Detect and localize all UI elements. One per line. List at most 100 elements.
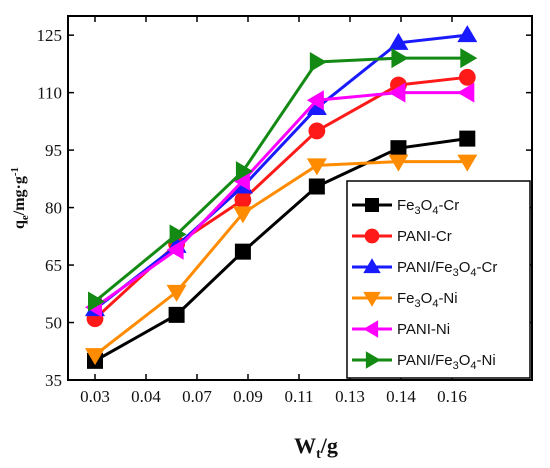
legend-label-part: -Ni (438, 290, 457, 307)
data-point (234, 191, 252, 209)
legend-swatch-marker (365, 351, 381, 369)
data-point (235, 161, 253, 182)
series-1 (87, 130, 476, 369)
data-point (166, 284, 187, 302)
series-layer (85, 25, 478, 369)
data-point (306, 158, 327, 176)
legend-label: PANI/Fe3O4-Ni (397, 352, 496, 372)
series-line (94, 91, 468, 309)
x-axis-label-tail: /g (320, 433, 338, 458)
y-tick-label: 50 (45, 314, 62, 333)
legend-label-part: 3 (453, 267, 459, 279)
legend-swatch-marker (363, 291, 381, 307)
legend-label: Fe3O4-Ni (397, 290, 458, 310)
x-axis-label: Wt/g (294, 433, 338, 462)
data-point (166, 239, 184, 260)
legend-label: PANI-Ni (397, 321, 450, 338)
legend-swatch-marker (365, 198, 379, 212)
legend-label-part: -Cr (438, 197, 459, 214)
legend-label-part: PANI-Ni (397, 321, 450, 338)
legend-label: PANI-Cr (397, 228, 452, 245)
legend-label-part: PANI-Cr (397, 228, 452, 245)
data-point (308, 122, 326, 140)
y-tick-label: 35 (45, 371, 62, 390)
x-tick-label: 0.07 (182, 387, 212, 406)
x-tick-label: 0.16 (437, 387, 467, 406)
data-point (457, 82, 475, 103)
y-axis-label-sup: -1 (9, 167, 21, 176)
legend-label-part: O (459, 259, 471, 276)
data-point (232, 170, 250, 191)
data-point (169, 224, 187, 245)
legend-label-part: O (459, 352, 471, 369)
legend-label-part: 4 (470, 360, 476, 372)
legend-label-part: -Ni (477, 352, 496, 369)
series-line (94, 33, 468, 311)
data-point (460, 48, 478, 69)
legend-label-part: -Cr (477, 259, 498, 276)
legend-label-part: O (421, 197, 433, 214)
y-axis-label-pre: q (11, 220, 28, 229)
legend-label-part: 3 (415, 205, 421, 217)
series-6 (88, 48, 478, 312)
series-line (94, 137, 468, 363)
data-point (457, 154, 478, 172)
legend-label-part: PANI/Fe (397, 259, 453, 276)
legend-swatch-marker (364, 228, 380, 244)
series-3 (85, 25, 478, 317)
data-point (308, 178, 325, 195)
legend-label-part: 4 (470, 267, 476, 279)
series-4 (85, 154, 478, 366)
legend-label-part: Fe (397, 197, 415, 214)
legend-label: Fe3O4-Cr (397, 197, 459, 217)
y-axis-label: qe/mg·g-1 (9, 167, 31, 229)
axis-ticks: 0.03 0.04 0.07 0.09 0.11 0.13 0.14 0.16 35 50 65 80… (37, 16, 532, 406)
legend-label: PANI/Fe3O4-Cr (397, 259, 497, 279)
x-tick-label: 0.13 (335, 387, 365, 406)
data-point (458, 68, 476, 86)
data-point (88, 291, 105, 312)
data-point (234, 243, 251, 260)
y-tick-label: 125 (37, 26, 63, 45)
data-point (168, 306, 185, 323)
legend: Fe3O4-CrPANI-CrPANI/Fe3O4-CrFe3O4-NiPANI… (346, 180, 531, 379)
data-point (306, 97, 327, 115)
y-axis-label-sub: e (19, 215, 31, 220)
legend-label-part: 3 (453, 360, 459, 372)
legend-label-part: PANI/Fe (397, 352, 453, 369)
series-line (94, 160, 468, 357)
x-tick-label: 0.11 (284, 387, 313, 406)
x-tick-label: 0.03 (80, 387, 110, 406)
y-tick-label: 110 (37, 84, 62, 103)
data-point (457, 25, 478, 43)
legend-label-part: 4 (432, 298, 438, 310)
y-tick-label: 80 (45, 199, 62, 218)
data-point (85, 348, 105, 366)
data-point (388, 154, 409, 172)
data-point (390, 140, 407, 157)
legend-swatch-marker (363, 258, 381, 274)
y-axis-label-post: /mg·g (11, 176, 28, 216)
y-tick-label: 95 (45, 141, 62, 160)
x-axis-label-main: W (294, 433, 316, 458)
legend-label-part: Fe (397, 290, 415, 307)
legend-label-part: 4 (432, 205, 438, 217)
data-point (388, 32, 409, 50)
data-point (388, 82, 406, 103)
x-tick-label: 0.09 (233, 387, 263, 406)
series-line (94, 56, 468, 303)
legend-swatch-marker (363, 320, 379, 338)
x-axis-label-sub: t (316, 447, 321, 462)
data-point (459, 130, 476, 147)
x-tick-label: 0.04 (131, 387, 161, 406)
legend-label-part: 3 (415, 298, 421, 310)
data-point (391, 48, 409, 69)
data-point (309, 51, 327, 72)
legend-label-part: O (421, 290, 433, 307)
legend-box (346, 180, 531, 379)
data-point (232, 206, 253, 224)
plot-frame (67, 15, 533, 381)
data-point (306, 90, 324, 111)
x-tick-label: 0.14 (386, 387, 416, 406)
